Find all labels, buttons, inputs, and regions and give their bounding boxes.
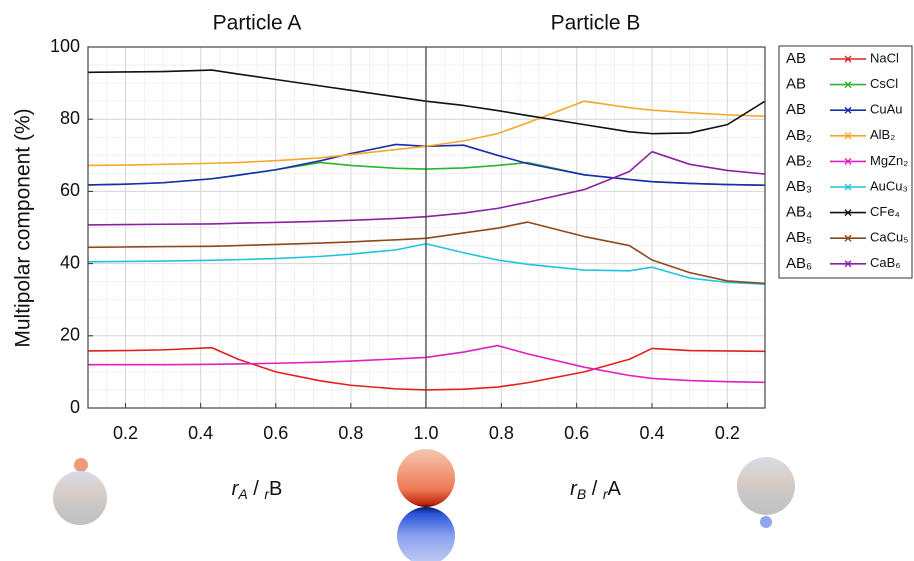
x-axis-label-part: r [570,478,578,500]
x-axis-label-part: r [232,478,240,500]
legend-marker [844,55,852,63]
x-axis-label-part: / [248,478,265,500]
series-line [87,242,427,263]
legend-structure: AB [786,76,806,93]
legend-label: CuAu [870,102,903,117]
x-tick-label: 0.4 [188,423,213,443]
series-line [425,242,766,285]
y-tick-label: 80 [60,108,80,128]
series-line [87,145,427,167]
series-line [425,100,766,148]
y-tick-label: 60 [60,180,80,200]
x-axis-label-part: B [269,478,282,500]
series-line [87,215,427,226]
particle-b [397,507,455,561]
legend-structure: AB [786,101,806,118]
legend-label: CaCu₅ [870,230,908,245]
legend-label: CsCl [870,76,898,91]
large-particle-b [53,471,107,525]
panel-title: Particle A [213,12,302,35]
x-axis-label-part: / [586,478,603,500]
small-particle-b [760,516,772,528]
x-tick-label: 0.8 [489,423,514,443]
series-line [87,346,427,391]
series-line [425,100,766,135]
series-line [88,356,427,366]
legend-marker [844,157,852,165]
x-axis-label: rA / rB [232,478,283,501]
x-axis-label-part: A [608,478,622,500]
legend-marker [844,81,852,89]
series-line [87,69,427,102]
x-tick-label: 0.4 [639,423,664,443]
x-axis-label-subscript: B [577,486,586,502]
series-line [425,150,766,218]
legend-marker [844,209,852,217]
series-line [87,143,427,186]
legend-structure: AB₂ [786,127,812,144]
legend: AB NaCl AB CsCl AB CuAu AB₂ AlB₂ AB₂ MgZn₂ AB₃ AuCu… [778,45,913,279]
legend-structure: AB₅ [786,229,812,246]
series-line [425,144,766,187]
legend-structure: AB₂ [786,152,812,169]
legend-marker [844,183,852,191]
legend-label: AuCu₃ [870,178,908,193]
x-tick-label: 0.6 [263,423,288,443]
legend-label: CFe₄ [870,204,900,219]
plot-area: 0 20 40 60 80 100 0.2 0.4 0.6 0.8 1.0 Particle A rA … [50,12,766,502]
legend-structure: AB₄ [786,204,812,221]
legend-structure: AB₃ [786,178,812,195]
x-axis-label-subscript: r [264,486,270,502]
x-axis-label-subscript: A [237,486,247,502]
particle-illustrations [53,449,795,561]
legend-marker [844,260,852,268]
panel-title: Particle B [551,12,641,35]
large-particle-a [737,457,795,515]
y-tick-label: 100 [50,36,80,56]
legend-structure: AB₆ [786,255,812,272]
x-tick-label: 0.2 [113,423,138,443]
x-axis-label-subscript: r [603,486,609,502]
x-axis-label: rB / rA [570,478,621,501]
y-tick-label: 20 [60,325,80,345]
series-line [87,237,427,249]
legend-marker [844,106,852,114]
particle-a [397,449,455,507]
x-tick-label: 1.0 [413,423,438,443]
x-tick-label: 0.6 [564,423,589,443]
legend-structure: AB [786,50,806,67]
x-tick-label: 0.2 [715,423,740,443]
legend-marker [844,234,852,242]
panel-frame [425,46,766,409]
x-tick-label: 0.8 [338,423,363,443]
legend-marker [844,132,852,140]
legend-label: AlB₂ [870,127,895,142]
y-tick-label: 40 [60,252,80,272]
legend-label: CaB₆ [870,255,901,270]
panel: 0 20 40 60 80 100 0.2 0.4 0.6 0.8 1.0 Particle A rA … [50,12,439,502]
y-axis-label: Multipolar component (%) [12,108,35,347]
legend-label: MgZn₂ [870,153,908,168]
series-line [425,344,766,384]
series-line [425,221,766,285]
y-tick-label: 0 [70,397,80,417]
small-particle-a [74,458,88,472]
legend-label: NaCl [870,50,899,65]
series-line [425,347,766,391]
